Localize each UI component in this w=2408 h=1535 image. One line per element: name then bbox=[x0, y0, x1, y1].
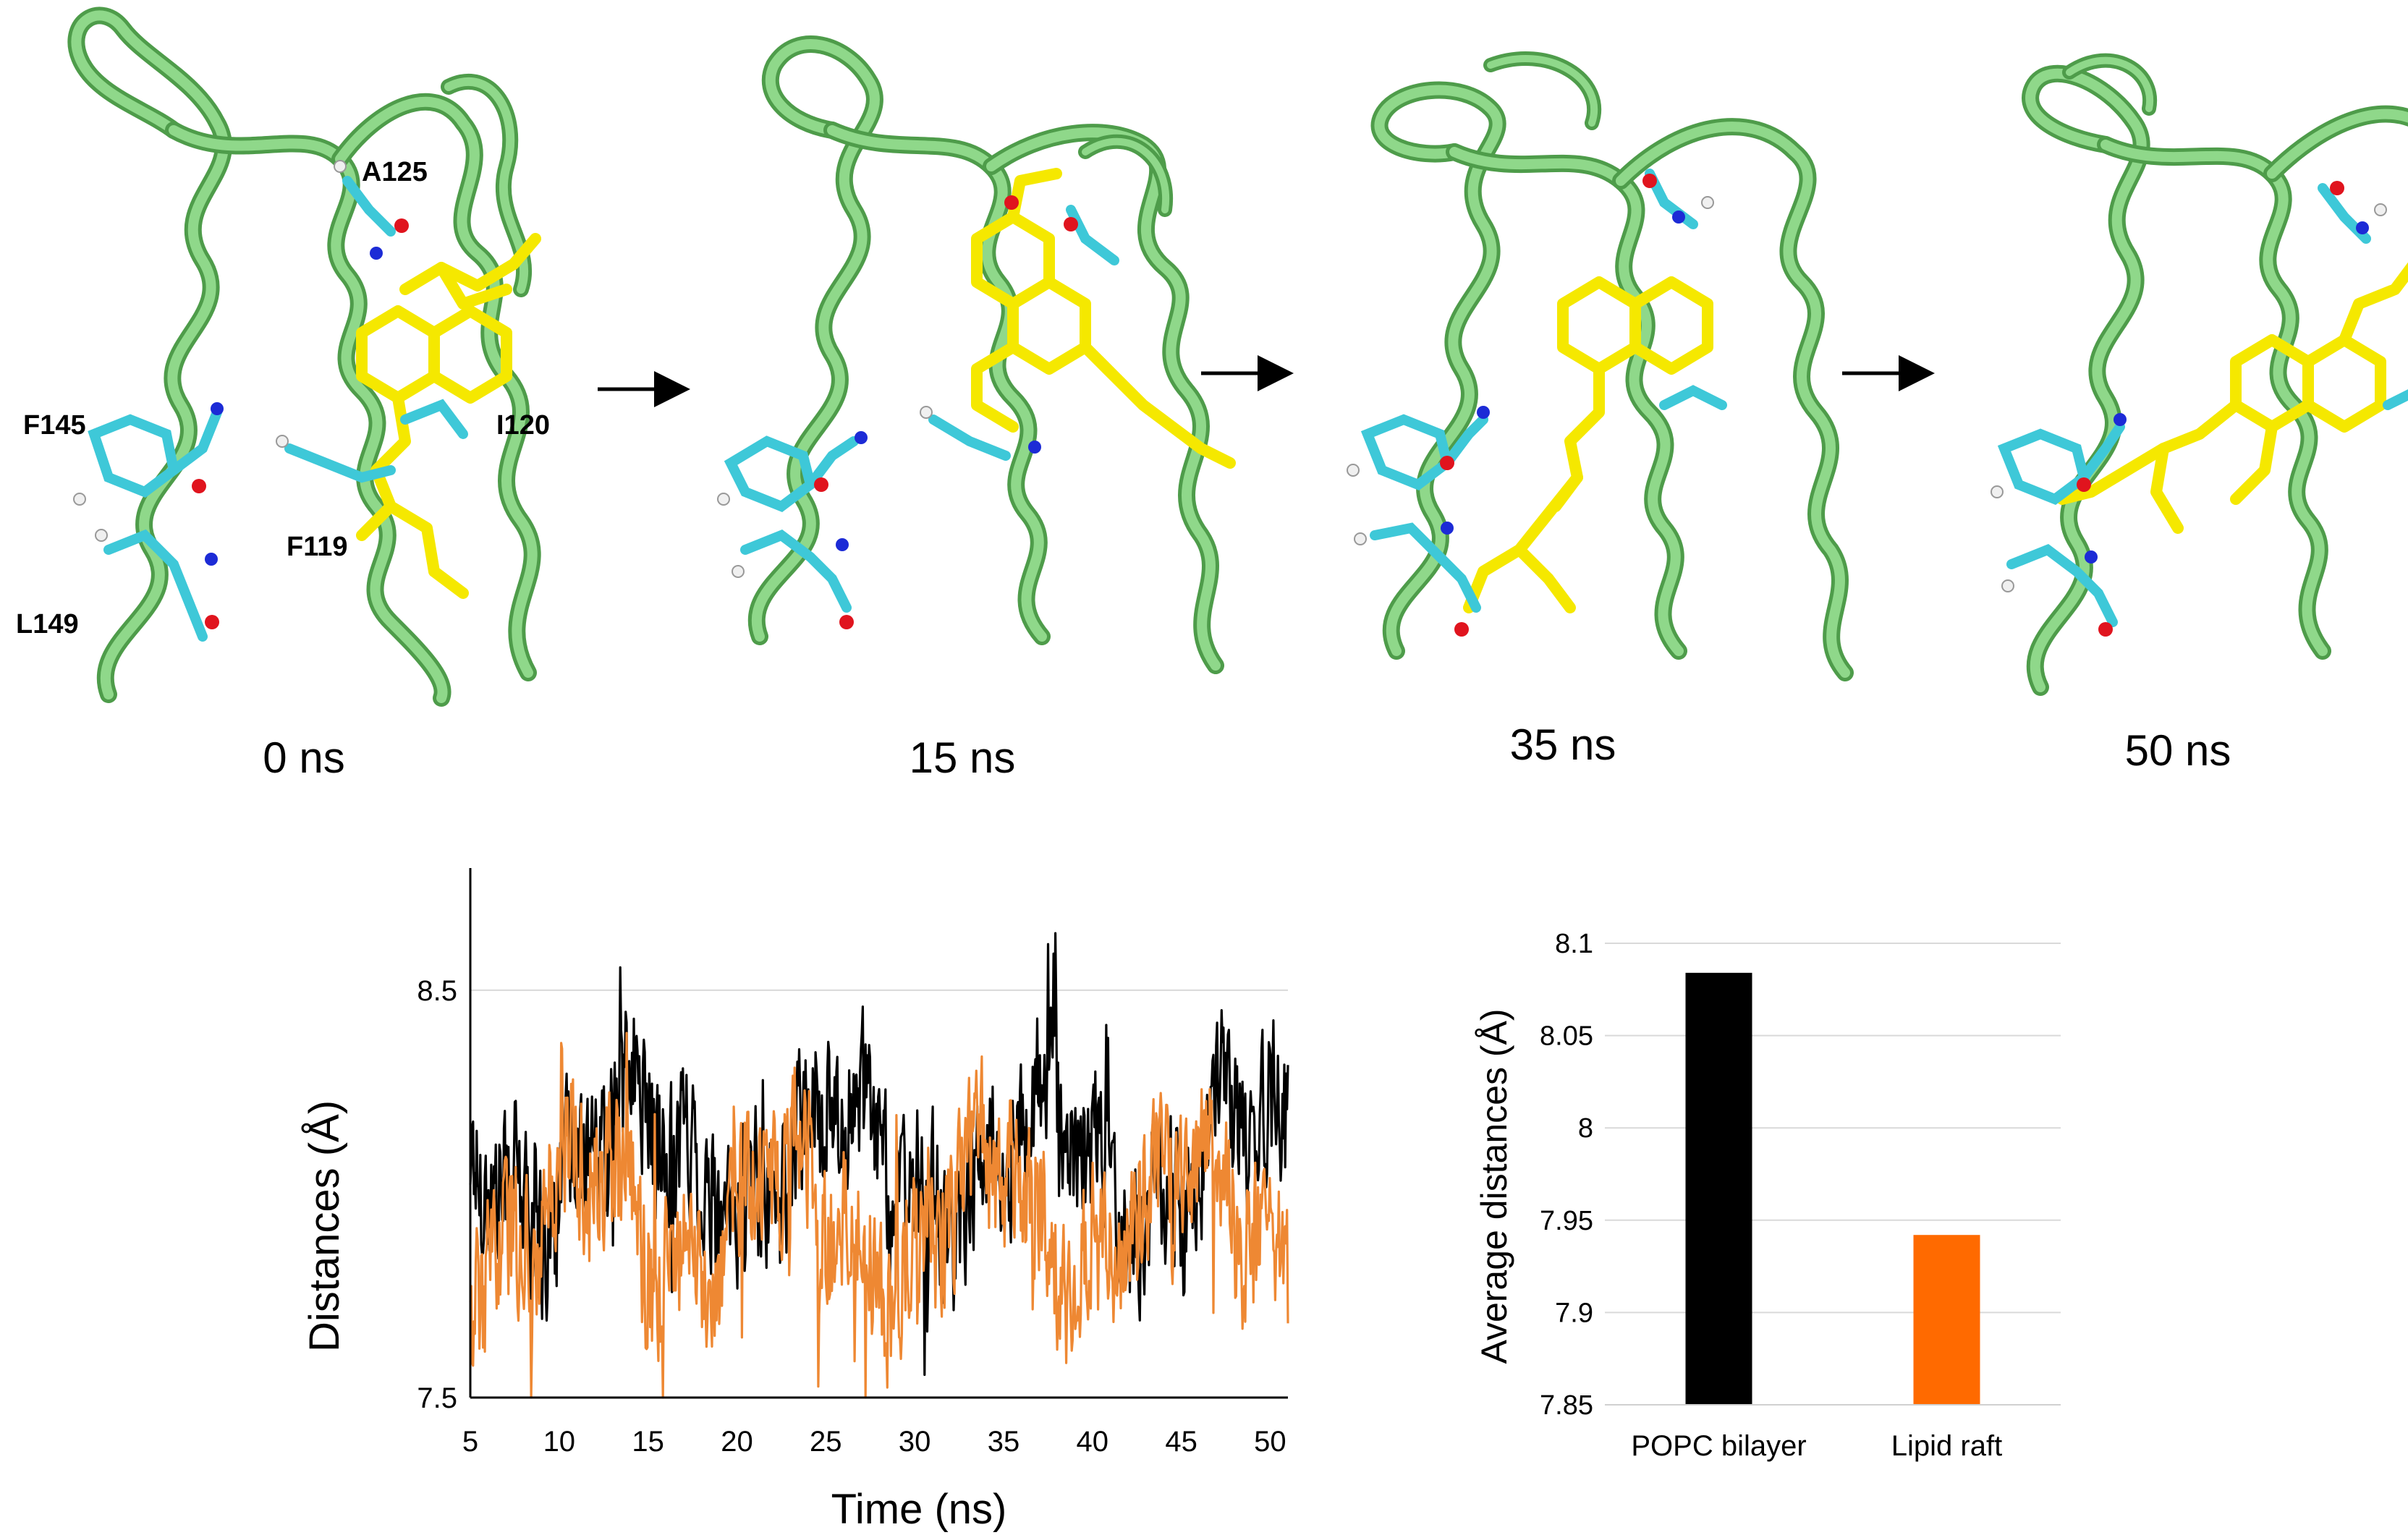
structure-panel-50ns: 50 ns bbox=[1991, 53, 2408, 775]
atom-caps bbox=[73, 160, 409, 629]
atom-caps bbox=[1991, 181, 2387, 637]
ligand-sticks bbox=[971, 168, 1236, 469]
time-label-0ns: 0 ns bbox=[263, 734, 344, 782]
line-chart-y-axis-label: Distances (Å) bbox=[301, 1100, 348, 1352]
bar-chart-bars bbox=[1685, 972, 1980, 1405]
residue-sticks bbox=[1997, 183, 2408, 627]
bar-popc-bilayer bbox=[1685, 972, 1752, 1405]
bar-chart-y-tick-label: 7.95 bbox=[1540, 1206, 1593, 1236]
line-chart-axes: 7.5 8.5 5 10 15 20 25 30 35 40 45 50 bbox=[417, 868, 1288, 1458]
time-label-35ns: 35 ns bbox=[1510, 720, 1616, 769]
time-label-15ns: 15 ns bbox=[910, 734, 1016, 782]
line-chart-x-tick-label: 30 bbox=[899, 1426, 931, 1458]
structure-panel-0ns: A125 F145 I120 F119 L149 0 ns bbox=[16, 7, 550, 782]
bar-chart-category-label: Lipid raft bbox=[1891, 1430, 2002, 1462]
line-chart-x-tick-label: 45 bbox=[1165, 1426, 1197, 1458]
protein-ribbon bbox=[747, 35, 1224, 674]
ligand-sticks bbox=[356, 233, 541, 599]
line-chart-x-tick-label: 25 bbox=[810, 1426, 842, 1458]
residue-label-l149: L149 bbox=[16, 609, 79, 639]
line-chart-x-tick-label: 50 bbox=[1254, 1426, 1286, 1458]
bar-chart-y-tick-label: 7.85 bbox=[1540, 1390, 1593, 1421]
line-chart-x-tick-label: 20 bbox=[721, 1426, 753, 1458]
bar-chart-y-tick-label: 7.9 bbox=[1555, 1298, 1593, 1328]
bar-lipid-raft bbox=[1913, 1235, 1980, 1405]
residue-label-a125: A125 bbox=[362, 157, 428, 187]
structure-panel-15ns: 15 ns bbox=[717, 35, 1236, 782]
line-chart-series bbox=[469, 932, 1289, 1399]
line-chart-x-tick-label: 5 bbox=[462, 1426, 478, 1458]
residue-label-i120: I120 bbox=[496, 410, 550, 441]
structure-panel-35ns: 35 ns bbox=[1347, 51, 1854, 769]
bar-chart-axes: 7.85 7.9 7.95 8 8.05 8.1 POPC bilayer Lipid raf… bbox=[1540, 929, 2061, 1462]
average-distance-bar-chart: 7.85 7.9 7.95 8 8.05 8.1 POPC bilayer Lipid raf… bbox=[1474, 929, 2061, 1462]
ligand-sticks bbox=[2056, 262, 2408, 534]
line-chart-x-tick-label: 40 bbox=[1077, 1426, 1109, 1458]
atom-caps bbox=[717, 195, 1078, 629]
residue-sticks bbox=[88, 176, 468, 642]
line-chart-x-tick-label: 35 bbox=[988, 1426, 1020, 1458]
line-chart-x-tick-label: 15 bbox=[632, 1426, 664, 1458]
bar-chart-y-tick-label: 8 bbox=[1578, 1113, 1593, 1144]
line-chart-y-tick-label: 8.5 bbox=[417, 975, 457, 1007]
line-chart-x-tick-label: 10 bbox=[543, 1426, 576, 1458]
line-chart-series-2 bbox=[469, 1032, 1289, 1399]
bar-chart-y-tick-label: 8.05 bbox=[1540, 1021, 1593, 1052]
bar-chart-category-label: POPC bilayer bbox=[1631, 1430, 1806, 1462]
ligand-sticks bbox=[1463, 276, 1713, 613]
protein-ribbon bbox=[2022, 53, 2408, 696]
atom-caps bbox=[1347, 174, 1714, 637]
bar-chart-y-axis-label: Average distances (Å) bbox=[1474, 1009, 1514, 1364]
distance-time-chart: 7.5 8.5 5 10 15 20 25 30 35 40 45 50 Time (ns) Dist… bbox=[301, 868, 1289, 1533]
residue-label-f119: F119 bbox=[287, 532, 348, 562]
residue-sticks bbox=[724, 205, 1119, 613]
bar-chart-grid bbox=[1605, 943, 2061, 1406]
line-chart-x-axis-label: Time (ns) bbox=[831, 1486, 1007, 1533]
bar-chart-y-tick-label: 8.1 bbox=[1555, 929, 1593, 959]
residue-label-f145: F145 bbox=[23, 410, 86, 441]
time-label-50ns: 50 ns bbox=[2125, 726, 2231, 775]
line-chart-y-tick-label: 7.5 bbox=[417, 1382, 457, 1414]
